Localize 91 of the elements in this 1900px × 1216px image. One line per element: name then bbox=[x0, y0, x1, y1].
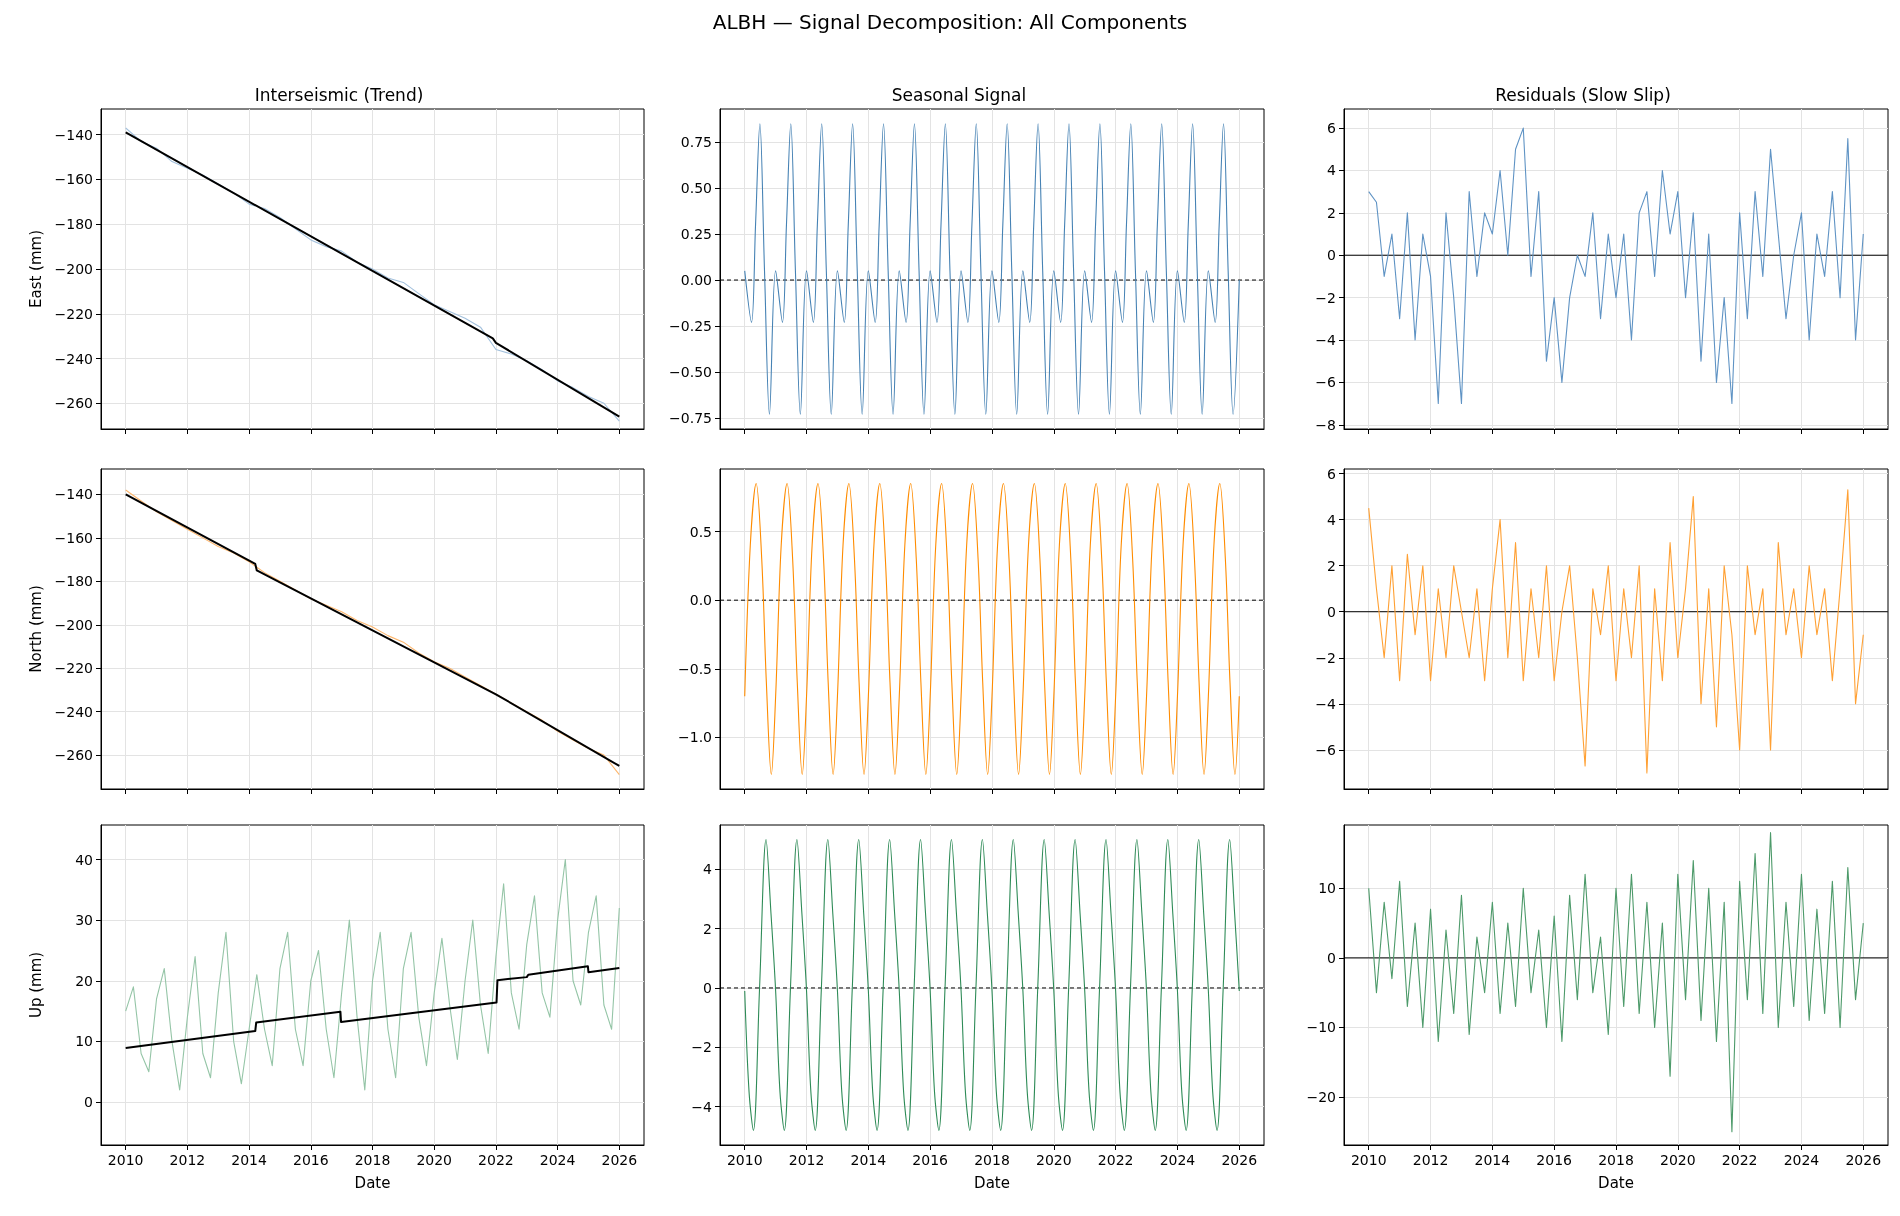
y-tick-label: −20 bbox=[1306, 1089, 1336, 1105]
y-tick-label: 4 bbox=[1327, 511, 1337, 528]
y-tick-label: 40 bbox=[75, 851, 93, 868]
x-tick-label: 2026 bbox=[1221, 1152, 1258, 1168]
x-tick-label: 2018 bbox=[974, 1152, 1010, 1168]
x-tick-label: 2022 bbox=[1097, 1152, 1134, 1168]
y-tick-label: 0 bbox=[703, 979, 712, 996]
y-tick-label: −240 bbox=[54, 703, 93, 720]
x-tick-label: 2014 bbox=[231, 1152, 267, 1168]
y-tick-label: 20 bbox=[75, 972, 93, 989]
x-tick-label: 2014 bbox=[1474, 1152, 1511, 1168]
y-tick-label: 6 bbox=[1327, 120, 1337, 137]
x-tick-label: 2018 bbox=[1598, 1152, 1634, 1168]
y-tick-label: −160 bbox=[54, 171, 93, 188]
y-tick-label: −240 bbox=[54, 350, 93, 367]
y-tick-label: 2 bbox=[1327, 204, 1336, 221]
y-tick-label: 0 bbox=[1327, 247, 1336, 264]
x-tick-label: 2024 bbox=[1159, 1152, 1196, 1168]
y-tick-label: 0.00 bbox=[680, 272, 712, 289]
y-tick-label: 0 bbox=[1327, 949, 1336, 966]
y-tick-label: −2 bbox=[1315, 649, 1336, 666]
chart-title: Residuals (Slow Slip) bbox=[1495, 84, 1671, 105]
x-tick-label: 2016 bbox=[1536, 1152, 1573, 1168]
x-tick-label: 2014 bbox=[850, 1152, 887, 1168]
y-tick-label: 4 bbox=[703, 861, 713, 878]
x-tick-label: 2026 bbox=[601, 1152, 638, 1168]
y-axis-title: Up (mm) bbox=[26, 951, 45, 1019]
x-tick-label: 2020 bbox=[416, 1152, 453, 1168]
y-tick-label: −4 bbox=[691, 1098, 713, 1115]
y-tick-label: 4 bbox=[1327, 162, 1337, 179]
y-tick-label: −220 bbox=[54, 660, 93, 677]
y-tick-label: −0.50 bbox=[669, 363, 712, 380]
y-tick-label: −0.5 bbox=[678, 660, 712, 677]
y-tick-label: 2 bbox=[1327, 557, 1336, 574]
y-tick-label: −10 bbox=[1306, 1019, 1336, 1036]
x-axis-title: Date bbox=[974, 1173, 1010, 1192]
x-tick-label: 2022 bbox=[1721, 1152, 1758, 1168]
y-tick-label: 10 bbox=[1318, 880, 1336, 897]
y-tick-label: 6 bbox=[1327, 465, 1337, 482]
x-axis-title: Date bbox=[1598, 1173, 1634, 1192]
text: ALBH — Signal Decomposition: All Components bbox=[711, 10, 1189, 34]
y-tick-label: −140 bbox=[54, 126, 93, 143]
y-axis-title: North (mm) bbox=[26, 585, 45, 673]
x-tick-label: 2012 bbox=[169, 1152, 206, 1168]
x-axis-title: Date bbox=[354, 1173, 391, 1192]
y-tick-label: −180 bbox=[54, 216, 93, 233]
y-tick-label: −4 bbox=[1315, 331, 1337, 348]
y-tick-label: −1.0 bbox=[678, 729, 712, 746]
chart-title: Seasonal Signal bbox=[891, 84, 1027, 105]
chart-title: Interseismic (Trend) bbox=[254, 84, 424, 105]
x-tick-label: 2016 bbox=[912, 1152, 949, 1168]
x-tick-label: 2012 bbox=[788, 1152, 825, 1168]
y-tick-label: −220 bbox=[54, 305, 93, 322]
y-tick-label: −260 bbox=[54, 747, 93, 764]
y-tick-label: 0 bbox=[1327, 603, 1336, 620]
x-tick-label: 2010 bbox=[1350, 1152, 1387, 1168]
y-tick-label: −4 bbox=[1315, 695, 1337, 712]
y-tick-label: −2 bbox=[1315, 289, 1336, 306]
y-tick-label: −260 bbox=[54, 395, 93, 412]
y-tick-label: −200 bbox=[54, 616, 93, 633]
x-tick-label: 2016 bbox=[292, 1152, 329, 1168]
y-tick-label: 0.50 bbox=[680, 180, 712, 197]
y-tick-label: −6 bbox=[1315, 741, 1337, 758]
x-tick-label: 2022 bbox=[478, 1152, 514, 1168]
y-tick-label: 0 bbox=[84, 1093, 93, 1110]
x-tick-label: 2020 bbox=[1660, 1152, 1696, 1168]
y-tick-label: 0.75 bbox=[680, 134, 712, 151]
x-tick-label: 2010 bbox=[107, 1152, 144, 1168]
y-tick-label: −2 bbox=[691, 1039, 712, 1056]
x-tick-label: 2020 bbox=[1036, 1152, 1072, 1168]
x-tick-label: 2026 bbox=[1845, 1152, 1882, 1168]
x-tick-label: 2018 bbox=[354, 1152, 391, 1168]
y-tick-label: −200 bbox=[54, 261, 93, 277]
y-tick-label: −180 bbox=[54, 573, 93, 590]
x-tick-label: 2010 bbox=[726, 1152, 763, 1168]
y-tick-label: 2 bbox=[703, 920, 712, 937]
y-tick-label: 0.0 bbox=[689, 592, 712, 609]
y-tick-label: −6 bbox=[1315, 374, 1337, 391]
y-tick-label: 30 bbox=[75, 912, 93, 929]
y-tick-label: −160 bbox=[54, 529, 93, 546]
x-tick-label: 2012 bbox=[1412, 1152, 1449, 1168]
y-tick-label: 0.25 bbox=[680, 226, 712, 243]
y-tick-label: −140 bbox=[54, 486, 93, 503]
y-tick-label: −8 bbox=[1315, 416, 1336, 433]
x-tick-label: 2024 bbox=[539, 1152, 576, 1168]
y-tick-label: 0.5 bbox=[689, 523, 712, 540]
y-tick-label: −0.25 bbox=[669, 318, 712, 335]
y-tick-label: −0.75 bbox=[669, 409, 712, 426]
y-tick-label: 10 bbox=[75, 1033, 93, 1050]
x-tick-label: 2024 bbox=[1783, 1152, 1820, 1168]
y-axis-title: East (mm) bbox=[26, 229, 45, 309]
